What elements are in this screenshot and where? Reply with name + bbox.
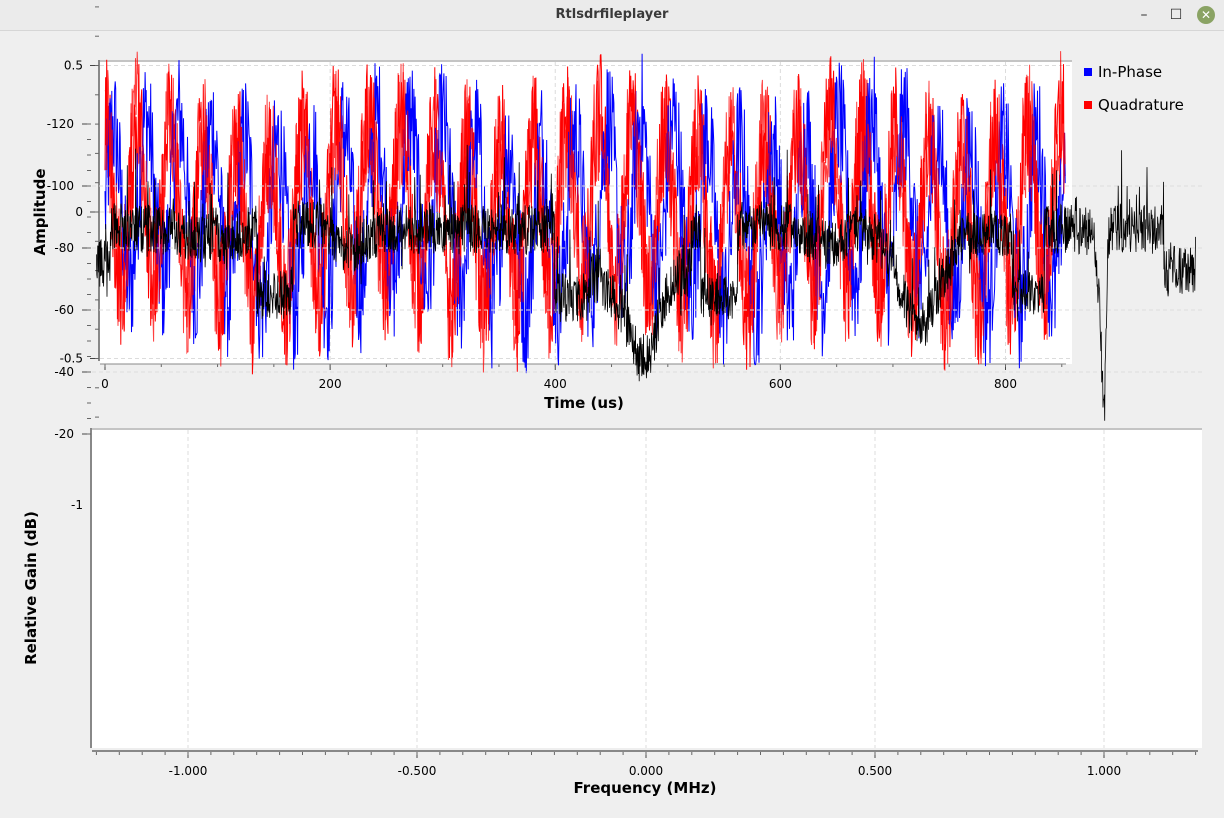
time-x-tick-label: 200 (319, 377, 342, 391)
minimize-icon[interactable]: – (1140, 7, 1148, 23)
window-title: Rtlsdrfileplayer (555, 7, 669, 22)
time-y-axis-label: Amplitude (31, 168, 49, 255)
close-icon[interactable]: ✕ (1197, 6, 1215, 24)
freq-y-tick-label: -80 (54, 241, 74, 255)
time-y-tick-label: -0.5 (60, 352, 83, 366)
freq-y-tick-label: -120 (47, 117, 74, 131)
time-plot-legend: In-Phase Quadrature (1084, 63, 1184, 114)
spectrum-trace (96, 144, 1196, 421)
time-y-tick-label: 0 (75, 205, 83, 219)
time-x-ticks: 0 200 400 600 800 (100, 363, 1066, 391)
quadrature-series-overlay (104, 51, 1066, 373)
freq-x-tick-label: 0.000 (629, 764, 663, 778)
freq-y-tick-label: -100 (47, 179, 74, 193)
freq-x-tick-label: 0.500 (858, 764, 892, 778)
time-y-ticks: 10.50-0.5-1 (60, 6, 99, 512)
time-x-tick-label: 400 (544, 377, 567, 391)
freq-x-tick-label: -0.500 (398, 764, 437, 778)
time-y-tick-label: -1 (71, 498, 83, 512)
freq-x-tick-label: 1.000 (1087, 764, 1121, 778)
freq-y-ticks: -20 -40 -60 -80 -100 -120 (47, 117, 91, 441)
legend-label-in-phase: In-Phase (1098, 63, 1162, 81)
maximize-icon[interactable]: ☐ (1169, 7, 1183, 23)
freq-y-axis-label: Relative Gain (dB) (22, 511, 40, 665)
freq-plot-area (92, 428, 1202, 748)
title-bar: Rtlsdrfileplayer – ☐ ✕ (0, 0, 1224, 31)
time-x-tick-label: 0 (101, 377, 109, 391)
legend-swatch-quadrature (1084, 101, 1092, 109)
legend-swatch-in-phase (1084, 68, 1092, 76)
freq-x-axis-label: Frequency (MHz) (574, 779, 717, 797)
time-x-tick-label: 800 (994, 377, 1017, 391)
time-x-axis-label: Time (us) (544, 394, 624, 412)
freq-y-tick-label: -40 (54, 365, 74, 379)
freq-x-ticks: -1.000 -0.500 0.000 0.500 1.000 (95, 752, 1197, 778)
legend-label-quadrature: Quadrature (1098, 96, 1184, 114)
frequency-plot[interactable]: -20-40-60-80-100-120 -1.000 -0.500 0.000 0.… (22, 117, 1202, 797)
freq-y-tick-label: -60 (54, 303, 74, 317)
freq-x-tick-label: -1.000 (169, 764, 208, 778)
time-x-tick-label: 600 (769, 377, 792, 391)
freq-y-tick-label: -20 (54, 427, 74, 441)
time-y-tick-label: 0.5 (64, 59, 83, 73)
